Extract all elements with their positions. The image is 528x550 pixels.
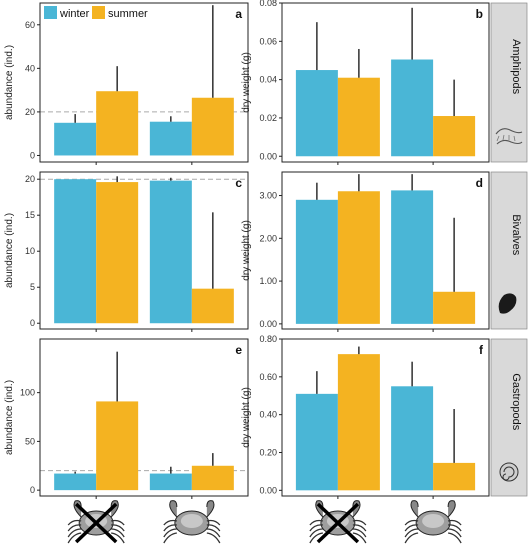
legend-label: summer <box>108 8 148 20</box>
bar-summer <box>337 191 380 324</box>
y-tick-label: 0.80 <box>259 334 277 344</box>
bar-winter <box>295 70 338 157</box>
panel-letter: e <box>235 343 242 357</box>
legend-swatch-winter <box>44 6 57 19</box>
bar-winter <box>149 121 192 156</box>
y-tick-label: 0 <box>30 150 35 160</box>
bar-summer <box>191 288 234 324</box>
amphipod-icon <box>495 128 523 145</box>
panel-frame <box>39 171 249 330</box>
bar-summer <box>433 462 476 491</box>
y-axis-label: abundance (ind.) <box>4 380 15 455</box>
bar-winter <box>391 59 434 157</box>
bar-winter <box>54 473 97 491</box>
crab-icon <box>163 500 221 544</box>
strip-amphipods: Amphipods <box>490 2 528 163</box>
strip-label: Amphipods <box>510 39 522 95</box>
bar-winter <box>54 122 97 156</box>
strip-bivalves: Bivalves <box>490 171 528 330</box>
y-tick-label: 0 <box>30 485 35 495</box>
panel-letter: c <box>235 176 242 190</box>
panel-letter: d <box>476 176 483 190</box>
panel-d: 0.00 1.00 2.00 3.00 dry weight (g) d <box>241 171 490 332</box>
panel-letter: f <box>479 343 484 357</box>
y-axis-label: dry weight (g) <box>241 387 252 448</box>
y-axis-label: dry weight (g) <box>241 220 252 281</box>
y-tick-label: 0.00 <box>259 151 277 161</box>
y-tick-label: 10 <box>25 246 35 256</box>
y-tick-label: 0 <box>30 318 35 328</box>
bar-winter <box>54 179 97 324</box>
bar-winter <box>391 190 434 324</box>
y-axis-label: dry weight (g) <box>241 52 252 113</box>
bar-winter <box>295 199 338 324</box>
panel-c: 0 5 10 15 20 abundance (ind.) c <box>4 171 249 332</box>
y-tick-label: 3.00 <box>259 191 277 201</box>
y-tick-label: 0.00 <box>259 485 277 495</box>
panel-frame <box>39 2 249 163</box>
strip-label: Bivalves <box>510 214 522 255</box>
panel-frame <box>281 338 490 497</box>
y-tick-label: 0.20 <box>259 447 277 457</box>
legend-label: winter <box>59 8 90 20</box>
y-tick-label: 0.40 <box>259 410 277 420</box>
panel-e: 0 50 100 abundance (ind.) e <box>4 338 249 499</box>
panel-letter: b <box>476 7 483 21</box>
y-tick-label: 0.02 <box>259 113 277 123</box>
y-tick-label: 100 <box>20 388 35 398</box>
bar-summer <box>433 116 476 157</box>
y-tick-label: 0.00 <box>259 319 277 329</box>
bar-summer <box>433 291 476 324</box>
legend-swatch-summer <box>92 6 105 19</box>
bar-winter <box>149 473 192 491</box>
crab-crossed-icon <box>309 500 367 544</box>
panel-frame <box>281 171 490 330</box>
bar-summer <box>96 91 139 156</box>
y-tick-label: 20 <box>25 107 35 117</box>
crab-crossed-icon <box>67 500 125 544</box>
bar-summer <box>337 354 380 491</box>
crab-icon <box>404 500 462 544</box>
bar-summer <box>191 465 234 491</box>
panel-f: 0.00 0.20 0.40 0.60 0.80 dry weight (g) f <box>241 334 490 499</box>
y-tick-label: 1.00 <box>259 276 277 286</box>
panel-b: 0.00 0.02 0.04 0.06 0.08 dry weight (g) b <box>241 0 490 165</box>
y-tick-label: 2.00 <box>259 233 277 243</box>
panel-a: 0 20 40 60 abundance (ind.) a <box>4 2 249 165</box>
snail-icon <box>499 462 519 482</box>
y-tick-label: 0.60 <box>259 372 277 382</box>
panel-frame <box>39 338 249 497</box>
y-axis-label: abundance (ind.) <box>4 213 15 288</box>
y-tick-label: 20 <box>25 174 35 184</box>
y-tick-label: 5 <box>30 282 35 292</box>
bar-summer <box>191 97 234 156</box>
y-tick-label: 60 <box>25 20 35 30</box>
y-tick-label: 50 <box>25 436 35 446</box>
y-tick-label: 40 <box>25 63 35 73</box>
bar-summer <box>337 77 380 157</box>
y-tick-label: 0.04 <box>259 75 277 85</box>
bar-winter <box>149 180 192 324</box>
bar-summer <box>96 182 139 324</box>
panel-frame <box>281 2 490 163</box>
bar-winter <box>295 393 338 491</box>
strip-label: Gastropods <box>510 373 522 430</box>
y-axis-label: abundance (ind.) <box>4 45 15 120</box>
panel-letter: a <box>235 7 242 21</box>
y-tick-label: 0.08 <box>259 0 277 8</box>
y-tick-label: 0.06 <box>259 36 277 46</box>
strip-gastropods: Gastropods <box>490 338 528 497</box>
legend: winter summer <box>44 6 148 20</box>
y-tick-label: 15 <box>25 210 35 220</box>
bar-summer <box>96 401 139 491</box>
bar-winter <box>391 386 434 491</box>
mussel-icon <box>498 293 517 314</box>
